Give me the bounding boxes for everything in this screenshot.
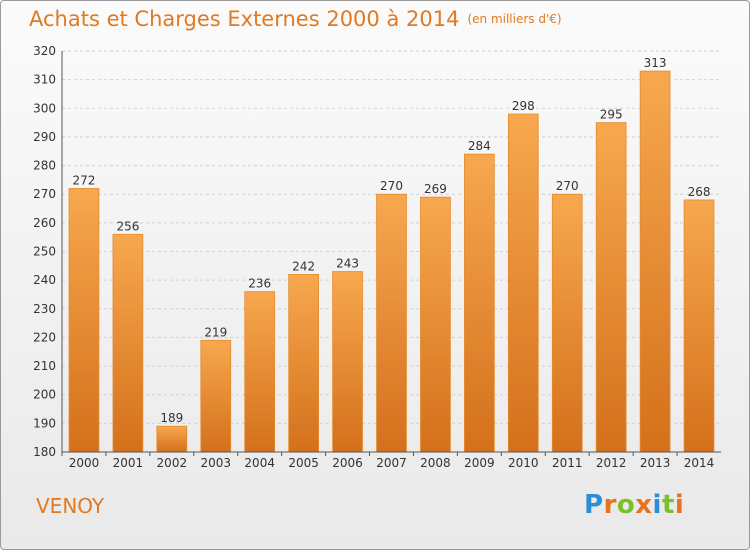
x-tick-label-2001: 2001: [113, 456, 144, 470]
y-tick-label: 310: [33, 73, 56, 87]
value-label-2010: 298: [512, 99, 535, 113]
bar-2001: [112, 233, 144, 453]
logo-letter: i: [652, 490, 662, 520]
x-tick-label-2004: 2004: [244, 456, 275, 470]
y-tick-label: 220: [33, 330, 56, 344]
grid-layer: [62, 50, 721, 424]
y-tick-label: 280: [33, 159, 56, 173]
y-tick-label: 250: [33, 245, 56, 259]
value-label-2014: 268: [688, 185, 711, 199]
y-tick-label: 230: [33, 302, 56, 316]
chart-unit: (en milliers d'€): [467, 12, 562, 26]
logo-letter: x: [635, 490, 653, 520]
value-label-2011: 270: [556, 179, 579, 193]
x-tick-label-2000: 2000: [69, 456, 100, 470]
logo-letter: P: [584, 490, 604, 520]
x-tick-label-2010: 2010: [508, 456, 539, 470]
y-tick-label: 210: [33, 359, 56, 373]
bar-2010: [507, 113, 539, 453]
bar-2011: [551, 193, 583, 453]
chart-title: Achats et Charges Externes 2000 à 2014 (e…: [29, 7, 562, 31]
x-tick-label-2006: 2006: [332, 456, 363, 470]
logo-letter: t: [661, 490, 675, 520]
proxiti-logo[interactable]: Proxiti: [584, 490, 684, 520]
value-label-2003: 219: [204, 325, 227, 339]
y-tick-label: 240: [33, 273, 56, 287]
x-tick-label-2014: 2014: [684, 456, 715, 470]
bar-2002: [156, 425, 188, 453]
bar-2004: [244, 291, 276, 453]
x-tick-label-2003: 2003: [200, 456, 231, 470]
x-tick-label-2011: 2011: [552, 456, 583, 470]
bar-2006: [332, 271, 363, 453]
bar-2009: [464, 153, 495, 453]
value-label-2004: 236: [248, 277, 271, 291]
axis-layer: 180 190 200 210 220 230 240 250 260 270 280 290 300 3…: [33, 44, 721, 470]
bar-2013: [639, 70, 671, 453]
value-label-2008: 269: [424, 182, 447, 196]
labels-layer: 272 256 189 219 236 242 243 270 269 284 298 270 295 3…: [73, 56, 711, 425]
bar-2000: [68, 188, 100, 453]
y-tick-label: 290: [33, 130, 56, 144]
x-tick-label-2002: 2002: [157, 456, 188, 470]
x-tick-label-2009: 2009: [464, 456, 495, 470]
x-tick-label-2007: 2007: [376, 456, 407, 470]
bar-2007: [376, 193, 407, 453]
bar-2005: [288, 274, 319, 453]
y-tick-label: 200: [33, 388, 56, 402]
bar-2008: [420, 196, 451, 453]
value-label-2006: 243: [336, 257, 359, 271]
value-label-2000: 272: [73, 173, 96, 187]
bar-2003: [200, 339, 232, 453]
value-label-2013: 313: [644, 56, 667, 70]
bar-2014: [683, 199, 715, 453]
y-tick-label: 270: [33, 187, 56, 201]
y-tick-label: 260: [33, 216, 56, 230]
y-tick-label: 190: [33, 416, 56, 430]
value-label-2012: 295: [600, 108, 623, 122]
logo-letter: r: [603, 490, 617, 520]
y-tick-label: 180: [33, 445, 56, 459]
bars-layer: [68, 70, 715, 453]
bar-2012: [595, 122, 627, 453]
logo-letter: o: [616, 490, 636, 520]
chart-title-text: Achats et Charges Externes 2000 à 2014: [29, 7, 460, 31]
x-tick-label-2008: 2008: [420, 456, 451, 470]
logo-letter: i: [674, 490, 685, 520]
x-tick-label-2005: 2005: [288, 456, 319, 470]
value-label-2002: 189: [160, 411, 183, 425]
town-name: VENOY: [36, 494, 105, 518]
y-tick-label: 300: [33, 101, 56, 115]
value-label-2005: 242: [292, 259, 315, 273]
x-tick-label-2013: 2013: [640, 456, 671, 470]
value-label-2007: 270: [380, 179, 403, 193]
x-tick-label-2012: 2012: [596, 456, 627, 470]
y-tick-label: 320: [33, 44, 56, 58]
value-label-2001: 256: [116, 219, 139, 233]
value-label-2009: 284: [468, 139, 491, 153]
